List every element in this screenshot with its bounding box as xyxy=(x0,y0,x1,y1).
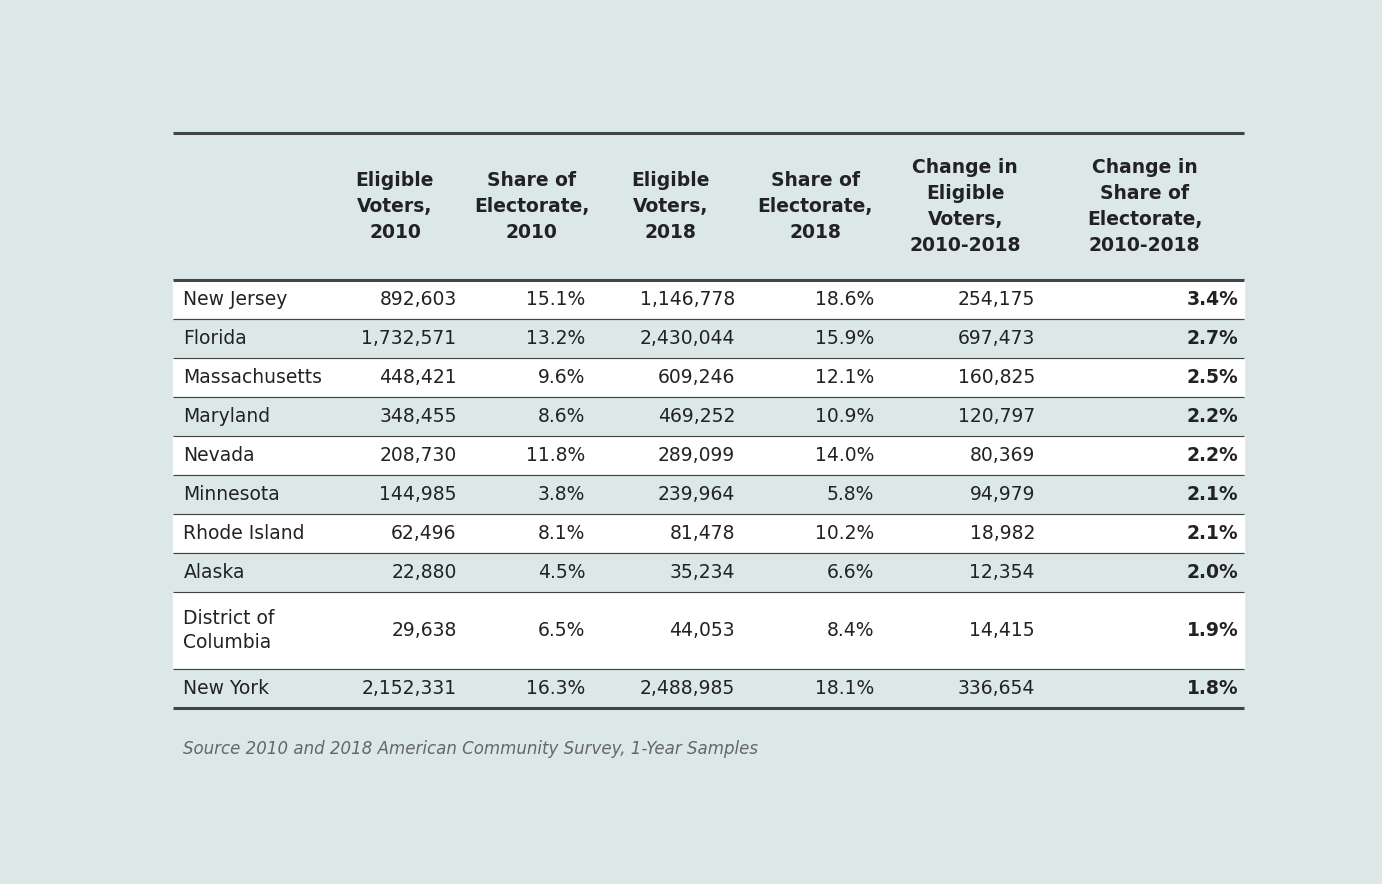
Text: 1,146,778: 1,146,778 xyxy=(640,290,735,309)
Text: New York: New York xyxy=(184,680,269,698)
Text: New Jersey: New Jersey xyxy=(184,290,287,309)
Text: Share of
Electorate,
2018: Share of Electorate, 2018 xyxy=(757,171,873,241)
Bar xyxy=(173,514,1244,552)
Text: 8.1%: 8.1% xyxy=(538,523,585,543)
Text: 81,478: 81,478 xyxy=(669,523,735,543)
Text: 15.1%: 15.1% xyxy=(527,290,585,309)
Text: 1.9%: 1.9% xyxy=(1187,621,1238,640)
Text: 62,496: 62,496 xyxy=(391,523,456,543)
Text: 348,455: 348,455 xyxy=(379,407,456,425)
Text: 94,979: 94,979 xyxy=(969,484,1035,504)
Text: District of
Columbia: District of Columbia xyxy=(184,609,275,652)
Text: 16.3%: 16.3% xyxy=(527,680,585,698)
Text: 609,246: 609,246 xyxy=(658,368,735,386)
Text: 11.8%: 11.8% xyxy=(527,446,585,465)
Text: 3.4%: 3.4% xyxy=(1187,290,1238,309)
Text: Minnesota: Minnesota xyxy=(184,484,281,504)
Text: 6.6%: 6.6% xyxy=(826,562,875,582)
Text: 892,603: 892,603 xyxy=(379,290,456,309)
Text: 289,099: 289,099 xyxy=(658,446,735,465)
Text: 2,488,985: 2,488,985 xyxy=(640,680,735,698)
Bar xyxy=(173,133,1244,279)
Text: 1,732,571: 1,732,571 xyxy=(362,329,456,347)
Text: 2.2%: 2.2% xyxy=(1187,407,1238,425)
Text: 2.7%: 2.7% xyxy=(1187,329,1238,347)
Bar xyxy=(173,591,1244,669)
Text: 120,797: 120,797 xyxy=(958,407,1035,425)
Text: 10.2%: 10.2% xyxy=(815,523,875,543)
Bar xyxy=(173,358,1244,397)
Text: 2.1%: 2.1% xyxy=(1187,523,1238,543)
Text: 1.8%: 1.8% xyxy=(1187,680,1238,698)
Text: 2.2%: 2.2% xyxy=(1187,446,1238,465)
Text: 2.1%: 2.1% xyxy=(1187,484,1238,504)
Text: Florida: Florida xyxy=(184,329,247,347)
Text: 2.5%: 2.5% xyxy=(1187,368,1238,386)
Text: 14.0%: 14.0% xyxy=(815,446,875,465)
Text: 29,638: 29,638 xyxy=(391,621,456,640)
Text: 239,964: 239,964 xyxy=(658,484,735,504)
Text: 18.1%: 18.1% xyxy=(815,680,875,698)
Text: 12,354: 12,354 xyxy=(969,562,1035,582)
Text: 469,252: 469,252 xyxy=(658,407,735,425)
Text: 8.4%: 8.4% xyxy=(826,621,875,640)
Text: 3.8%: 3.8% xyxy=(538,484,585,504)
Bar xyxy=(173,318,1244,358)
Bar xyxy=(173,436,1244,475)
Text: Massachusetts: Massachusetts xyxy=(184,368,322,386)
Text: 9.6%: 9.6% xyxy=(538,368,585,386)
Text: Change in
Share of
Electorate,
2010-2018: Change in Share of Electorate, 2010-2018 xyxy=(1088,158,1202,255)
Text: 12.1%: 12.1% xyxy=(815,368,875,386)
Text: 697,473: 697,473 xyxy=(958,329,1035,347)
Text: 18,982: 18,982 xyxy=(970,523,1035,543)
Text: 22,880: 22,880 xyxy=(391,562,456,582)
Text: 448,421: 448,421 xyxy=(379,368,456,386)
Bar xyxy=(173,669,1244,708)
Text: 2.0%: 2.0% xyxy=(1187,562,1238,582)
Text: 336,654: 336,654 xyxy=(958,680,1035,698)
Bar xyxy=(173,552,1244,591)
Text: 6.5%: 6.5% xyxy=(538,621,585,640)
Bar xyxy=(173,475,1244,514)
Text: 18.6%: 18.6% xyxy=(815,290,875,309)
Text: Eligible
Voters,
2010: Eligible Voters, 2010 xyxy=(355,171,434,241)
Text: 2,152,331: 2,152,331 xyxy=(362,680,456,698)
Text: 35,234: 35,234 xyxy=(669,562,735,582)
Text: Share of
Electorate,
2010: Share of Electorate, 2010 xyxy=(474,171,589,241)
Text: Rhode Island: Rhode Island xyxy=(184,523,305,543)
Text: 15.9%: 15.9% xyxy=(815,329,875,347)
Text: 4.5%: 4.5% xyxy=(538,562,585,582)
Text: Maryland: Maryland xyxy=(184,407,271,425)
Text: Nevada: Nevada xyxy=(184,446,256,465)
Text: 254,175: 254,175 xyxy=(958,290,1035,309)
Bar xyxy=(173,397,1244,436)
Text: 208,730: 208,730 xyxy=(379,446,456,465)
Text: Change in
Eligible
Voters,
2010-2018: Change in Eligible Voters, 2010-2018 xyxy=(909,158,1021,255)
Text: Eligible
Voters,
2018: Eligible Voters, 2018 xyxy=(632,171,710,241)
Text: 5.8%: 5.8% xyxy=(826,484,875,504)
Text: 144,985: 144,985 xyxy=(379,484,456,504)
Text: 13.2%: 13.2% xyxy=(527,329,585,347)
Text: 44,053: 44,053 xyxy=(669,621,735,640)
Text: 8.6%: 8.6% xyxy=(538,407,585,425)
Text: Source 2010 and 2018 American Community Survey, 1-Year Samples: Source 2010 and 2018 American Community … xyxy=(184,740,759,758)
Text: 10.9%: 10.9% xyxy=(815,407,875,425)
Bar xyxy=(173,279,1244,318)
Text: Alaska: Alaska xyxy=(184,562,245,582)
Text: 14,415: 14,415 xyxy=(969,621,1035,640)
Text: 160,825: 160,825 xyxy=(958,368,1035,386)
Text: 80,369: 80,369 xyxy=(970,446,1035,465)
Text: 2,430,044: 2,430,044 xyxy=(640,329,735,347)
